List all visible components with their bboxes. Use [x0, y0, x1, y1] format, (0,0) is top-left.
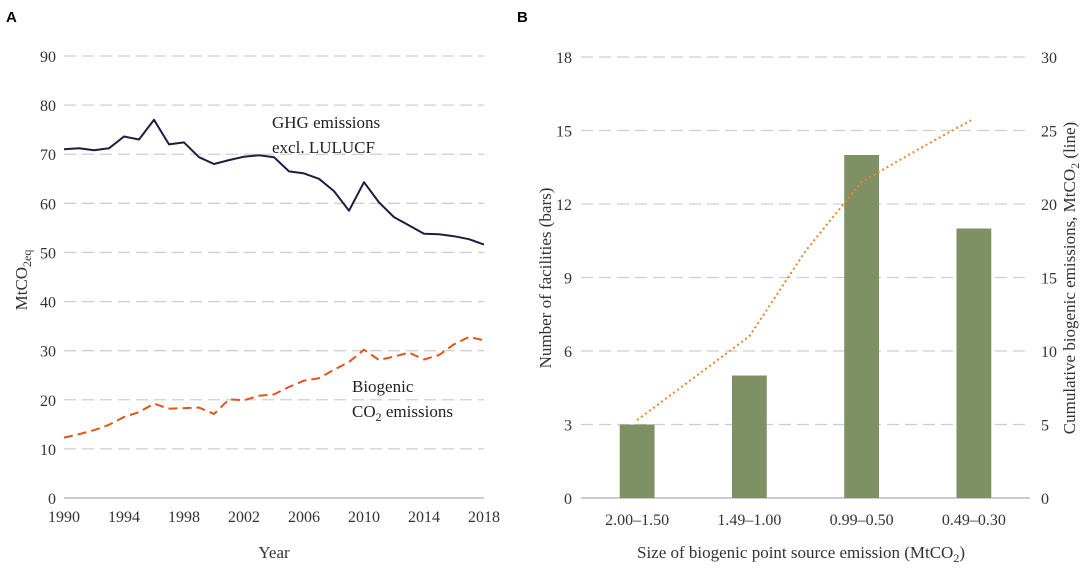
panel-b-y-tick: 3 — [564, 418, 572, 435]
panel-b-category-labels: 2.00–1.50 1.49–1.00 0.99–0.50 0.49–0.30 — [605, 512, 1006, 529]
panel-a-y-tick: 20 — [40, 393, 56, 410]
bar-3 — [956, 228, 992, 498]
ghg-annotation-line2: excl. LULUCF — [272, 138, 375, 157]
panel-b-gridlines — [581, 56, 1030, 426]
panel-b-category-label: 1.49–1.00 — [717, 512, 781, 529]
panel-a-x-tick: 1990 — [48, 509, 80, 526]
panel-a-y-tick: 50 — [40, 245, 56, 262]
panel-b-y-tick: 6 — [564, 344, 572, 361]
panel-a-x-axis-title: Year — [258, 543, 290, 562]
panel-a-y-tick: 30 — [40, 344, 56, 361]
panel-a-y-axis-title: MtCO2eq — [12, 250, 34, 311]
panel-b-y2-tick-labels: 0 5 10 15 20 25 30 — [1041, 50, 1057, 508]
bar-0 — [619, 424, 655, 498]
ghg-annotation-line1: GHG emissions — [272, 113, 380, 132]
panel-a-x-tick-labels: 1990 1994 1998 2002 2006 2010 2014 2018 — [48, 509, 500, 526]
biogenic-co2-line — [63, 335, 485, 439]
panel-a-label: A — [6, 9, 17, 26]
panel-b-y-tick-labels: 0 3 6 9 12 15 18 — [556, 50, 572, 508]
panel-b-y2-tick: 10 — [1041, 344, 1057, 361]
panel-a-x-tick: 1998 — [168, 509, 200, 526]
ghg-emissions-line — [63, 118, 485, 246]
panel-a-y-tick-labels: 0 10 20 30 40 50 60 70 80 90 — [40, 49, 56, 508]
panel-a-x-tick: 2014 — [408, 509, 440, 526]
panel-b-x-axis-title: Size of biogenic point source emission (… — [637, 543, 965, 565]
panel-a-x-tick: 2018 — [468, 509, 500, 526]
panel-a-y-tick: 80 — [40, 98, 56, 115]
panel-b-y-tick: 9 — [564, 271, 572, 288]
bar-1 — [731, 375, 767, 498]
panel-b-y2-tick: 0 — [1041, 491, 1049, 508]
panel-b-y-axis-title: Number of facilities (bars) — [536, 188, 555, 369]
panel-a-y-tick: 90 — [40, 49, 56, 66]
biogenic-annotation-line1: Biogenic — [352, 377, 414, 396]
panel-a-gridlines — [64, 55, 484, 450]
panel-b-category-label: 0.99–0.50 — [830, 512, 894, 529]
panel-b-y2-tick: 25 — [1041, 124, 1057, 141]
panel-a-x-tick: 2010 — [348, 509, 380, 526]
panel-b-category-label: 0.49–0.30 — [942, 512, 1006, 529]
panel-b-y-tick: 15 — [556, 124, 572, 141]
panel-a-x-tick: 1994 — [108, 509, 140, 526]
panel-b-y2-tick: 20 — [1041, 197, 1057, 214]
panel-b-category-label: 2.00–1.50 — [605, 512, 669, 529]
panel-a-y-tick: 60 — [40, 196, 56, 213]
panel-b-y2-tick: 15 — [1041, 271, 1057, 288]
biogenic-annotation-line2: CO2 emissions — [352, 402, 453, 424]
panel-b-y-tick: 12 — [556, 197, 572, 214]
bar-2 — [844, 155, 880, 498]
panel-b-y2-tick: 5 — [1041, 418, 1049, 435]
panel-a-x-tick: 2002 — [228, 509, 260, 526]
panel-b-y-tick: 0 — [564, 491, 572, 508]
panel-b-label: B — [517, 9, 528, 26]
panel-b-cumulative-line — [636, 117, 975, 421]
panel-b-y2-axis-title: Cumulative biogenic emissions, MtCO2 (li… — [1060, 122, 1082, 434]
panel-a-x-tick: 2006 — [288, 509, 320, 526]
panel-a-y-tick: 10 — [40, 442, 56, 459]
panel-b-y-tick: 18 — [556, 50, 572, 67]
panel-b-y2-tick: 30 — [1041, 50, 1057, 67]
panel-b-bars — [619, 155, 992, 498]
cumulative-emissions-line — [636, 117, 975, 421]
panel-a-y-tick: 70 — [40, 147, 56, 164]
panel-a-series — [63, 118, 485, 439]
panel-a-y-tick: 0 — [48, 491, 56, 508]
panel-a-y-tick: 40 — [40, 295, 56, 312]
